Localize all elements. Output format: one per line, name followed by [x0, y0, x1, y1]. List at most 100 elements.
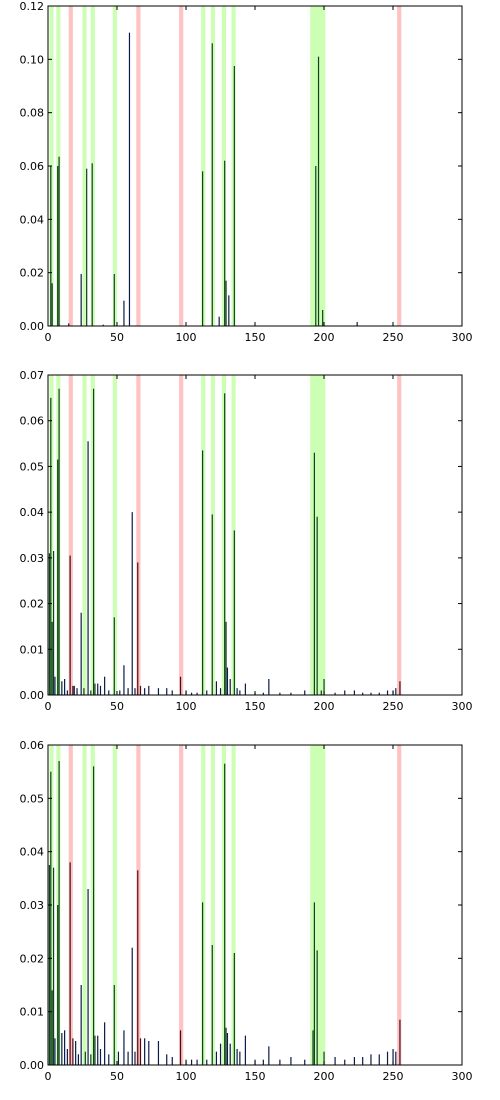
bar [123, 665, 125, 695]
highlight-band-red [136, 375, 141, 695]
bar [80, 985, 82, 1065]
bar [395, 688, 397, 695]
highlight-band-green [310, 745, 326, 1065]
bar [179, 1030, 182, 1065]
bar [51, 621, 53, 695]
y-tick-label: 0.05 [20, 460, 45, 473]
bar [268, 679, 270, 695]
bar [91, 163, 93, 326]
bar [233, 66, 235, 326]
highlight-band-red [68, 745, 73, 1065]
bar [128, 32, 131, 327]
x-tick-label: 300 [452, 700, 473, 713]
bar [72, 685, 74, 695]
bar [211, 945, 213, 1065]
bar [323, 679, 325, 695]
bar [370, 1054, 372, 1065]
bar [57, 459, 59, 695]
y-tick-label: 0.10 [20, 53, 45, 66]
bar [304, 1059, 306, 1065]
bar [399, 681, 401, 695]
x-tick-label: 250 [383, 700, 404, 713]
bar [218, 316, 220, 326]
highlight-band-green [201, 6, 206, 326]
bar [334, 692, 336, 695]
highlight-band-green [90, 745, 95, 1065]
x-tick-label: 0 [45, 331, 52, 344]
highlight-band-green [56, 375, 61, 695]
bar [171, 1057, 173, 1065]
bar [131, 947, 133, 1065]
bar [92, 766, 95, 1065]
bar [134, 688, 136, 695]
bar [119, 690, 121, 695]
highlight-band-green [310, 375, 326, 695]
bar [386, 690, 389, 695]
bar [353, 1057, 356, 1065]
y-tick-label: 0.00 [20, 689, 45, 702]
highlight-band-green [231, 375, 236, 695]
bar [54, 1038, 56, 1065]
bar [104, 1022, 106, 1065]
x-tick-label: 100 [176, 331, 197, 344]
highlight-band-green [210, 745, 215, 1065]
bar [334, 1057, 336, 1065]
bar [86, 168, 88, 326]
bar [69, 862, 71, 1065]
bar [131, 512, 133, 695]
bar [52, 551, 55, 695]
bar [304, 690, 306, 695]
bar [51, 283, 53, 326]
bar [239, 690, 241, 695]
bar [157, 688, 160, 695]
bar [399, 1019, 401, 1065]
bar [75, 1041, 77, 1065]
bar [92, 388, 95, 695]
y-tick-label: 0.12 [20, 0, 45, 13]
bar [392, 1049, 394, 1065]
bar [317, 56, 320, 327]
x-tick-label: 100 [176, 700, 197, 713]
bar [229, 679, 231, 695]
bar [202, 450, 204, 695]
bar [244, 683, 246, 695]
bar [316, 950, 318, 1065]
bar [48, 865, 51, 1065]
highlight-band-green [49, 375, 54, 695]
bar [219, 1043, 222, 1065]
bar [66, 1049, 68, 1065]
bar [378, 1054, 380, 1065]
bar [97, 683, 99, 695]
bar [386, 1051, 389, 1065]
x-tick-label: 150 [245, 331, 266, 344]
highlight-band-green [231, 6, 236, 326]
highlight-band-red [136, 6, 141, 326]
x-tick-label: 100 [176, 1070, 197, 1083]
x-tick-label: 0 [45, 1070, 52, 1083]
bar [239, 1051, 241, 1065]
bar [320, 690, 322, 695]
bar [139, 685, 142, 695]
bar [87, 889, 89, 1065]
highlight-band-green [82, 375, 87, 695]
x-tick-label: 200 [314, 1070, 335, 1083]
y-tick-label: 0.04 [20, 213, 45, 226]
bar [148, 685, 150, 695]
bar [108, 690, 110, 695]
x-tick-label: 150 [245, 1070, 266, 1083]
x-tick-label: 250 [383, 1070, 404, 1083]
bar [215, 681, 218, 695]
bar [48, 553, 51, 695]
bar [127, 1051, 129, 1065]
bar [50, 771, 52, 1065]
bar [279, 1059, 281, 1065]
x-tick-label: 300 [452, 331, 473, 344]
bar [229, 1043, 231, 1065]
bar [233, 530, 235, 695]
y-tick-label: 0.03 [20, 552, 45, 565]
bar [58, 156, 60, 326]
highlight-band-green [210, 375, 215, 695]
bar [196, 692, 198, 695]
highlight-band-red [136, 745, 141, 1065]
bar [290, 1057, 292, 1065]
